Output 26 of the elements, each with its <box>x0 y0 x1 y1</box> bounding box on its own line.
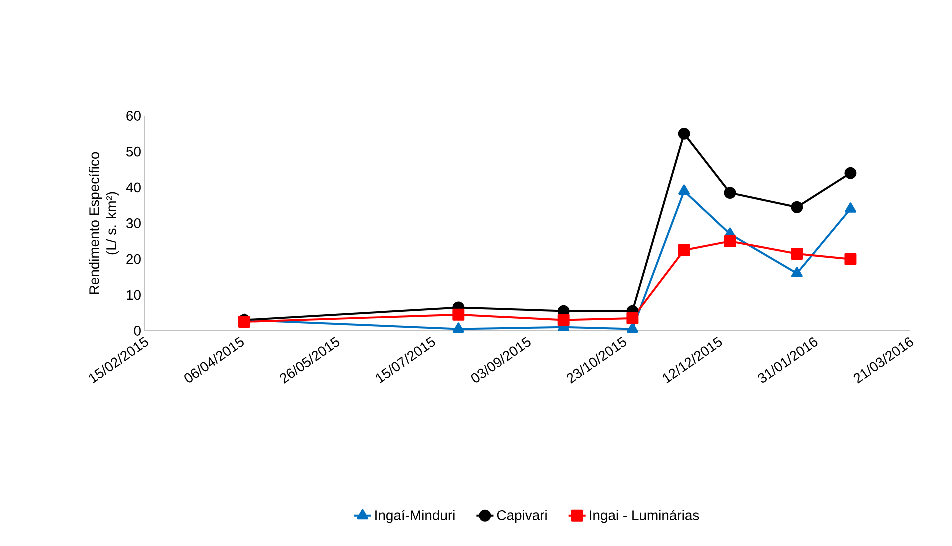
point <box>791 201 804 214</box>
y-tick-label: 10 <box>127 290 141 300</box>
legend-label: Capivari <box>497 510 547 524</box>
point <box>724 187 736 200</box>
point <box>678 128 690 140</box>
legend-label: Ingaí-Minduri <box>376 510 455 524</box>
y-tick-label: 50 <box>126 146 141 157</box>
legend-label: Ingai - Luminárias <box>590 510 700 524</box>
point <box>452 308 465 321</box>
point <box>626 312 639 324</box>
point <box>844 167 857 180</box>
y-tick-label: 0 <box>134 326 141 336</box>
y-tick-label: 40 <box>126 182 141 193</box>
point <box>791 267 803 278</box>
point <box>678 184 690 195</box>
y-tick-label: 60 <box>126 111 141 121</box>
point <box>452 322 464 333</box>
y-tick-label: 30 <box>126 218 141 228</box>
point <box>844 253 857 266</box>
point <box>791 248 804 260</box>
point <box>558 314 570 326</box>
point <box>844 202 856 213</box>
point <box>678 244 690 256</box>
y-tick-label: 20 <box>126 254 141 264</box>
point <box>724 235 736 248</box>
y-axis-title: Rendimento Específico (L/ s. km²) <box>89 152 120 294</box>
